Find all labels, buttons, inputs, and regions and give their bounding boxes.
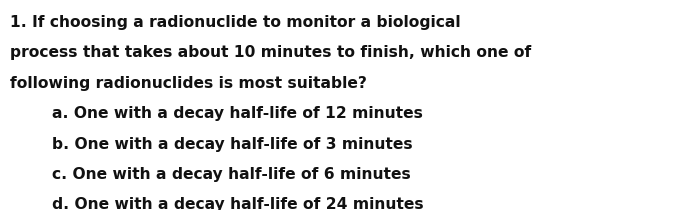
Text: 1. If choosing a radionuclide to monitor a biological: 1. If choosing a radionuclide to monitor… (10, 15, 461, 30)
Text: c. One with a decay half-life of 6 minutes: c. One with a decay half-life of 6 minut… (52, 167, 412, 182)
Text: d. One with a decay half-life of 24 minutes: d. One with a decay half-life of 24 minu… (52, 197, 424, 210)
Text: a. One with a decay half-life of 12 minutes: a. One with a decay half-life of 12 minu… (52, 106, 424, 121)
Text: process that takes about 10 minutes to finish, which one of: process that takes about 10 minutes to f… (10, 45, 532, 60)
Text: following radionuclides is most suitable?: following radionuclides is most suitable… (10, 76, 368, 91)
Text: b. One with a decay half-life of 3 minutes: b. One with a decay half-life of 3 minut… (52, 136, 413, 151)
